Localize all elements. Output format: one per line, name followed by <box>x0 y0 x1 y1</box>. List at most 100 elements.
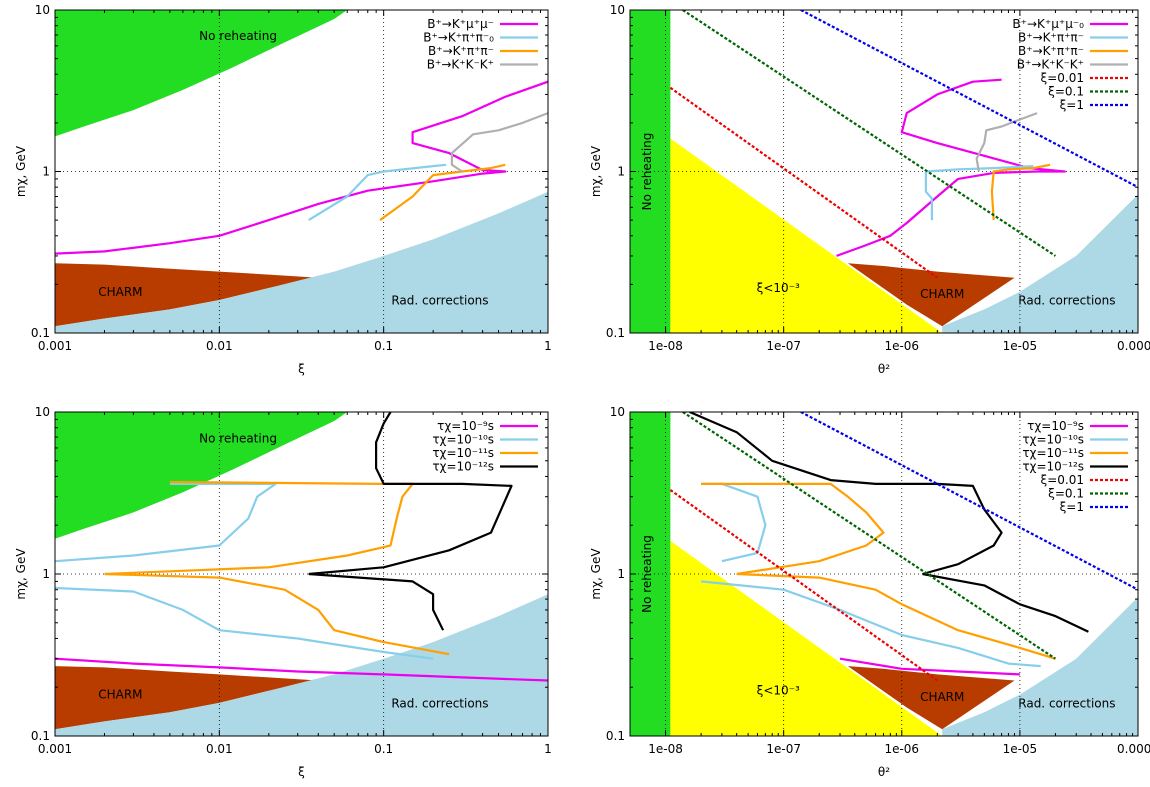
x-tick-label: 0.1 <box>374 742 393 756</box>
x-axis-label: θ² <box>878 362 890 376</box>
plot-area <box>55 10 548 333</box>
region-charm <box>55 263 319 327</box>
series-line-10 <box>800 412 1138 591</box>
legend-label: B⁺→K⁺π⁺π⁻₀ <box>423 31 494 45</box>
x-tick-label: 1e-07 <box>766 339 801 353</box>
region-label: CHARM <box>98 285 142 299</box>
region-label: No reheating <box>199 29 277 43</box>
series-line-7 <box>922 572 1089 633</box>
series-line-1 <box>55 80 548 255</box>
region--10- <box>670 138 943 333</box>
y-tick-label: 10 <box>610 405 625 419</box>
series-line-1 <box>55 657 548 682</box>
series-line-2 <box>55 482 277 563</box>
legend-label: B⁺→K⁺K⁻K⁺ <box>427 58 494 72</box>
region-no-reheating <box>55 10 348 137</box>
y-tick-label: 10 <box>35 3 50 17</box>
series-line-6 <box>736 572 1056 660</box>
x-axis-label: ξ <box>298 362 305 376</box>
region-charm <box>55 666 319 730</box>
x-tick-label: 1e-08 <box>648 339 683 353</box>
plot-area <box>630 10 1138 333</box>
legend-label: τχ=10⁻¹²s <box>1022 460 1084 474</box>
series-line-4 <box>975 112 1038 172</box>
x-tick-label: 1e-08 <box>648 742 683 756</box>
region-rad-corrections <box>942 194 1138 333</box>
legend-label: τχ=10⁻¹⁰s <box>432 433 494 447</box>
y-axis-label: mχ, GeV <box>589 548 603 600</box>
x-tick-label: 0.1 <box>374 339 393 353</box>
region-rad-corrections <box>942 597 1138 736</box>
series-line-3 <box>379 163 506 221</box>
legend-label: ξ=1 <box>1060 98 1084 112</box>
legend-label: ξ=0.1 <box>1048 85 1084 99</box>
chart-panel-4: No reheating ξ<10⁻³ CHARM Rad. corrections 1… <box>589 405 1150 779</box>
legend-label: ξ=0.01 <box>1041 71 1084 85</box>
series-line-1 <box>836 78 1066 257</box>
x-tick-label: 1e-05 <box>1003 742 1038 756</box>
x-tick-label: 0.0001 <box>1117 742 1150 756</box>
legend-label: τχ=10⁻¹²s <box>432 460 494 474</box>
series-line-2 <box>308 163 447 222</box>
legend-label: B⁺→K⁺π⁺π⁻ <box>1018 44 1084 58</box>
region-no-reheating <box>55 412 348 539</box>
region-label: ξ<10⁻³ <box>757 281 800 295</box>
y-axis-label: mχ, GeV <box>14 548 28 600</box>
series-line-5 <box>700 580 1041 668</box>
y-tick-label: 1 <box>617 567 625 581</box>
x-tick-label: 1e-06 <box>884 339 919 353</box>
y-tick-label: 0.1 <box>606 326 625 340</box>
y-axis-label: mχ, GeV <box>14 145 28 197</box>
series-line-3 <box>701 482 885 576</box>
y-tick-label: 10 <box>35 405 50 419</box>
series-line-4 <box>308 412 513 576</box>
x-tick-label: 0.0001 <box>1117 339 1150 353</box>
region-label: No reheating <box>640 535 654 613</box>
region-charm <box>847 666 1015 730</box>
series-line-2 <box>701 482 767 563</box>
x-tick-label: 0.01 <box>206 339 233 353</box>
legend-label: τχ=10⁻¹⁰s <box>1022 433 1084 447</box>
legend-label: τχ=10⁻⁹s <box>437 419 494 433</box>
series-line-3 <box>990 163 1051 221</box>
y-tick-label: 1 <box>617 165 625 179</box>
region-label: No reheating <box>640 133 654 211</box>
y-tick-label: 0.1 <box>31 729 50 743</box>
y-tick-label: 10 <box>610 3 625 17</box>
legend-label: ξ=0.1 <box>1048 487 1084 501</box>
y-tick-label: 0.1 <box>31 326 50 340</box>
series-line-4 <box>689 412 1003 576</box>
series-line-7 <box>800 10 1138 189</box>
legend-label: B⁺→K⁺K⁻K⁺ <box>1017 58 1084 72</box>
region-rad-corrections <box>55 594 548 736</box>
series-line-6 <box>104 572 450 656</box>
x-axis-label: θ² <box>878 765 890 779</box>
series-line-1 <box>839 657 1020 676</box>
legend-label: B⁺→K⁺μ⁺μ⁻₀ <box>1012 17 1084 31</box>
x-tick-label: 0.01 <box>206 742 233 756</box>
x-tick-label: 1e-05 <box>1003 339 1038 353</box>
legend-label: τχ=10⁻¹¹s <box>432 446 494 460</box>
legend-label: ξ=0.01 <box>1041 473 1084 487</box>
y-tick-label: 1 <box>42 567 50 581</box>
region-label: Rad. corrections <box>391 696 488 710</box>
legend-label: τχ=10⁻⁹s <box>1027 419 1084 433</box>
x-tick-label: 1 <box>544 742 552 756</box>
series-line-6 <box>682 10 1057 257</box>
x-axis-label: ξ <box>298 765 305 779</box>
legend-label: ξ=1 <box>1060 500 1084 514</box>
chart-panel-2: No reheating ξ<10⁻³ CHARM Rad. corrections 1… <box>589 3 1150 376</box>
region-label: ξ<10⁻³ <box>757 684 800 698</box>
region-label: CHARM <box>920 287 964 301</box>
region-label: Rad. corrections <box>1018 696 1115 710</box>
legend-label: B⁺→K⁺π⁺π⁻ <box>428 44 494 58</box>
region-label: Rad. corrections <box>1018 294 1115 308</box>
series-line-4 <box>450 112 548 173</box>
x-tick-label: 0.001 <box>38 339 72 353</box>
legend-label: B⁺→K⁺μ⁺μ⁻ <box>427 17 494 31</box>
region-charm <box>847 263 1015 327</box>
y-axis-label: mχ, GeV <box>589 145 603 197</box>
legend-label: τχ=10⁻¹¹s <box>1022 446 1084 460</box>
